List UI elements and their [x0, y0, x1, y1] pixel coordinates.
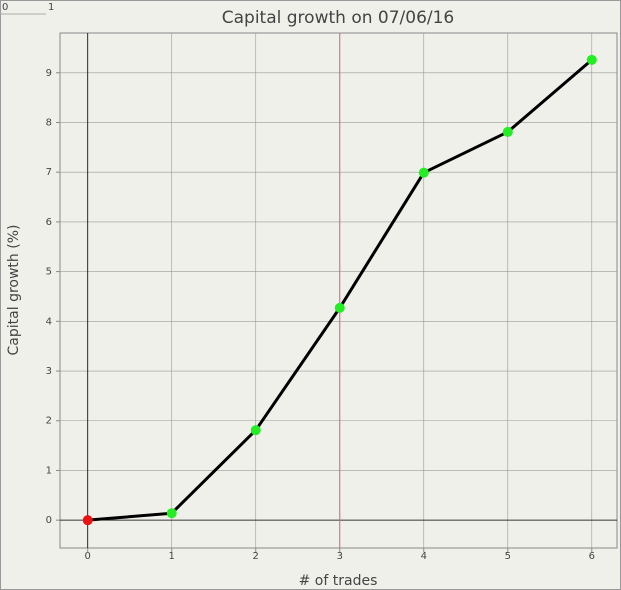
plot-area: [59, 32, 618, 549]
y-tick-label: 1: [46, 465, 52, 476]
x-tick-label: 3: [337, 551, 343, 562]
y-axis-label: Capital growth (%): [6, 225, 22, 356]
y-tick-label: 6: [46, 217, 52, 228]
chart-title: Capital growth on 07/06/16: [222, 8, 455, 28]
ruler-label: 0: [2, 2, 8, 13]
y-tick-label: 0: [46, 515, 52, 526]
point: [82, 515, 93, 526]
y-tick-label: 5: [46, 267, 52, 278]
x-tick-label: 6: [589, 551, 595, 562]
y-tick-label: 7: [46, 167, 52, 178]
point: [334, 302, 345, 313]
y-tick-label: 2: [46, 416, 52, 427]
y-tick-label: 8: [46, 117, 52, 128]
y-tick-label: 4: [46, 316, 52, 327]
x-tick-label: 1: [169, 551, 175, 562]
point: [418, 167, 429, 178]
x-tick-label: 0: [85, 551, 91, 562]
point: [166, 508, 177, 519]
x-tick-label: 2: [253, 551, 259, 562]
point: [586, 54, 597, 65]
x-tick-label: 4: [421, 551, 427, 562]
ruler-label: 1: [48, 2, 54, 13]
x-tick-label: 5: [505, 551, 511, 562]
point: [250, 425, 261, 436]
y-tick-label: 9: [46, 68, 52, 79]
x-axis-label: # of trades: [299, 573, 378, 589]
point: [502, 126, 513, 137]
y-tick-label: 3: [46, 366, 52, 377]
